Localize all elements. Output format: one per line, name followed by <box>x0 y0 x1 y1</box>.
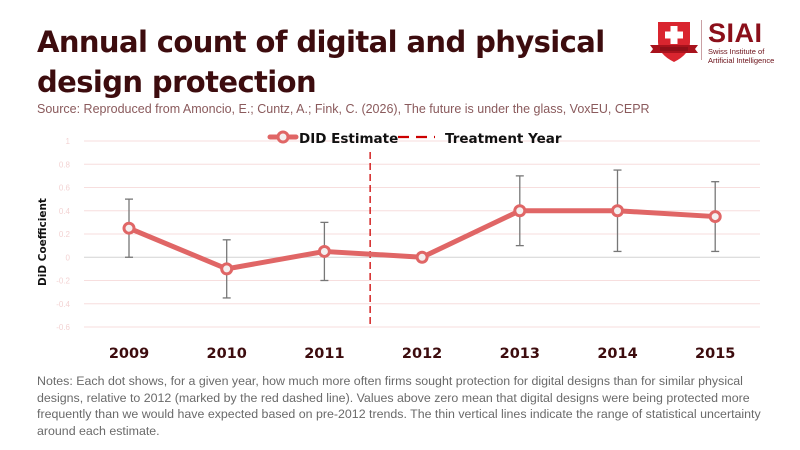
legend-treatment-label: Treatment Year <box>445 131 562 147</box>
data-point-2015[interactable] <box>708 210 722 224</box>
x-tick-label: 2009 <box>109 346 149 362</box>
chart-notes: Notes: Each dot shows, for a given year,… <box>37 374 761 438</box>
y-tick-label: -0.6 <box>56 323 70 332</box>
data-point-2014[interactable] <box>611 204 624 218</box>
y-tick-label: -0.4 <box>56 300 70 309</box>
x-tick-label: 2014 <box>597 346 637 362</box>
legend: DID Estimate Treatment Year <box>267 130 562 147</box>
y-tick-label: 0.8 <box>59 160 71 169</box>
x-tick-label: 2011 <box>304 346 344 362</box>
y-tick-label: 0.4 <box>59 207 71 216</box>
logo-divider <box>701 20 702 60</box>
logo-name: SIAI <box>708 18 763 48</box>
data-point-2012[interactable] <box>415 250 429 264</box>
data-point-2013[interactable] <box>513 204 527 218</box>
data-point-2010[interactable] <box>220 262 234 276</box>
grid-lines <box>84 140 760 328</box>
x-tick-label: 2015 <box>695 346 735 362</box>
siai-logo: SIAI Swiss Institute of Artificial Intel… <box>648 18 778 64</box>
y-axis-label: DiD Coefficient <box>37 198 49 286</box>
chart-title: Annual count of digital and physical des… <box>37 25 605 99</box>
y-tick-label: 1 <box>66 137 71 146</box>
y-tick-label: 0.2 <box>59 230 71 239</box>
logo-subtitle-2: Artificial Intelligence <box>708 55 775 65</box>
legend-did-label: DID Estimate <box>299 131 398 147</box>
legend-did-marker <box>276 130 290 144</box>
y-tick-label: 0.6 <box>59 184 71 193</box>
x-tick-label: 2013 <box>500 346 540 362</box>
y-tick-label: 0 <box>66 253 71 262</box>
source-citation: Source: Reproduced from Amoncio, E.; Cun… <box>37 102 650 116</box>
logo-subtitle-1: Swiss Institute of <box>708 47 765 56</box>
y-tick-labels: 1 0.8 0.6 0.4 0.2 0 -0.2 -0.4 -0.6 <box>56 137 70 332</box>
data-point-2011[interactable] <box>317 244 331 258</box>
data-point-2009[interactable] <box>122 221 136 235</box>
x-tick-label: 2012 <box>402 346 442 362</box>
logo-text: SIAI Swiss Institute of Artificial Intel… <box>708 18 774 65</box>
shield-icon <box>650 22 698 62</box>
y-tick-label: -0.2 <box>56 277 70 286</box>
x-tick-labels: 2009 2010 2011 2012 2013 2014 2015 <box>109 346 736 362</box>
did-estimate-series <box>122 204 722 276</box>
x-tick-label: 2010 <box>207 346 247 362</box>
